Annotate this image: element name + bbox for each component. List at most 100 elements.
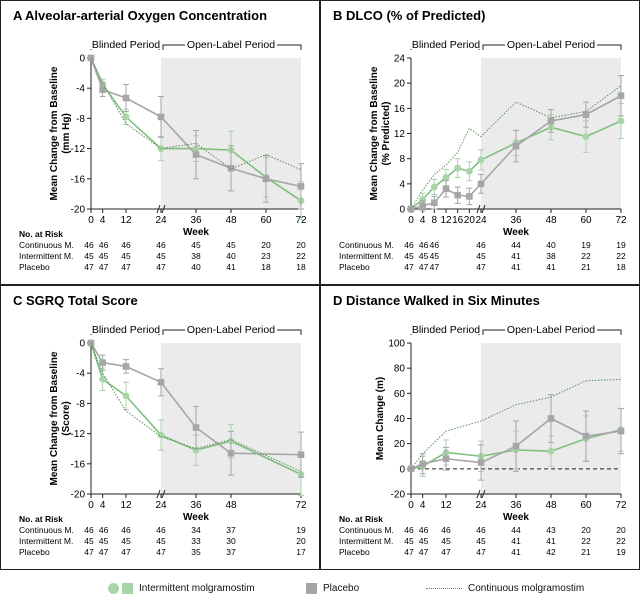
panel-alveolar-arterial: A Alveolar-arterial Oxygen Concentration… <box>0 0 320 285</box>
y-tick-label: 40 <box>394 414 406 425</box>
data-point-placebo <box>442 455 450 463</box>
data-point-placebo <box>297 451 305 459</box>
risk-cell: 46 <box>156 525 166 535</box>
data-point-placebo <box>122 94 130 102</box>
panel-dlco: B DLCO (% of Predicted) Blinded Period Ope… <box>320 0 640 285</box>
risk-cell: 45 <box>99 251 109 261</box>
x-tick-label: 4 <box>420 500 426 511</box>
risk-cell: 47 <box>121 262 131 272</box>
y-tick-label: 20 <box>394 79 406 90</box>
data-point-placebo <box>419 202 426 210</box>
x-tick-label: 4 <box>100 500 106 511</box>
risk-cell: 45 <box>121 251 131 261</box>
x-tick-label: 36 <box>510 500 522 511</box>
y-tick-label: 80 <box>394 364 406 375</box>
data-point-intermittent <box>465 167 473 175</box>
y-tick-label: 24 <box>394 54 406 65</box>
legend-label-continuous: Continuous molgramostim <box>468 583 585 594</box>
x-tick-label: 48 <box>545 215 557 226</box>
legend-placebo-marker <box>306 583 317 594</box>
x-axis-label: Week <box>183 512 209 523</box>
x-tick-label: 48 <box>225 500 237 511</box>
risk-cell: 41 <box>511 547 521 557</box>
axis-break <box>156 204 166 214</box>
risk-row-label: Intermittent M. <box>339 251 393 261</box>
panel-six-minute-walk: D Distance Walked in Six Minutes Blinded … <box>320 285 640 570</box>
risk-cell: 47 <box>84 262 94 272</box>
x-tick-label: 4 <box>100 215 106 226</box>
risk-cell: 47 <box>441 547 451 557</box>
data-point-placebo <box>442 185 450 193</box>
chart-svg: B DLCO (% of Predicted) Blinded Period Ope… <box>333 8 627 272</box>
blinded-period-label: Blinded Period <box>412 39 480 51</box>
axis-break <box>156 489 166 499</box>
risk-cell: 22 <box>581 251 591 261</box>
data-point-placebo <box>547 117 555 125</box>
risk-cell: 46 <box>84 525 94 535</box>
risk-cell: 42 <box>546 547 556 557</box>
risk-cell: 45 <box>404 251 414 261</box>
x-tick-label: 8 <box>432 215 438 226</box>
risk-cell: 33 <box>191 536 201 546</box>
risk-row-label: Intermittent M. <box>339 536 393 546</box>
risk-cell: 41 <box>546 262 556 272</box>
period-label-bg <box>185 37 277 49</box>
y-tick-label: -20 <box>71 205 86 216</box>
y-axis-label-line: Mean Change from Baseline <box>49 351 60 485</box>
data-point-placebo <box>157 378 165 386</box>
data-point-placebo <box>547 415 555 422</box>
period-label-bg <box>90 37 162 49</box>
y-axis-label: Mean Change from Baseline(% Predicted) <box>369 66 392 200</box>
risk-row-label: Continuous M. <box>339 240 394 250</box>
y-axis-label-line: (% Predicted) <box>381 102 392 166</box>
risk-cell: 18 <box>261 262 271 272</box>
y-tick-label: -16 <box>71 459 86 470</box>
data-point-intermittent <box>617 117 625 125</box>
risk-cell: 46 <box>404 240 414 250</box>
risk-cell: 40 <box>226 251 236 261</box>
risk-cell: 45 <box>191 240 201 250</box>
data-point-placebo <box>512 142 520 150</box>
data-point-intermittent <box>122 392 130 400</box>
x-tick-label: 60 <box>580 215 592 226</box>
y-tick-label: 12 <box>394 129 406 140</box>
data-point-placebo <box>407 465 415 473</box>
y-tick-label: 4 <box>399 179 405 190</box>
y-tick-label: 16 <box>394 104 406 115</box>
data-point-placebo <box>157 113 165 121</box>
risk-cell: 21 <box>581 547 591 557</box>
data-point-placebo <box>99 359 106 366</box>
data-point-placebo <box>122 363 130 370</box>
blinded-period-label: Blinded Period <box>412 324 480 336</box>
panel-title: D Distance Walked in Six Minutes <box>333 293 540 308</box>
x-axis-label: Week <box>183 227 209 238</box>
chart-svg: C SGRQ Total Score Blinded Period Open-Lab… <box>13 293 307 557</box>
x-tick-label: 24 <box>475 500 487 511</box>
y-axis-label-line: Mean Change from Baseline <box>49 66 60 200</box>
risk-cell: 40 <box>191 262 201 272</box>
risk-cell: 22 <box>581 536 591 546</box>
risk-cell: 19 <box>616 547 626 557</box>
panel-title: B DLCO (% of Predicted) <box>333 8 485 23</box>
risk-cell: 37 <box>226 525 236 535</box>
risk-cell: 38 <box>546 251 556 261</box>
risk-cell: 45 <box>404 536 414 546</box>
risk-cell: 40 <box>546 240 556 250</box>
risk-cell: 22 <box>616 251 626 261</box>
data-point-intermittent <box>454 164 462 172</box>
risk-cell: 22 <box>296 251 306 261</box>
y-tick-label: -12 <box>71 144 86 155</box>
risk-cell: 47 <box>121 547 131 557</box>
y-tick-label: 0 <box>399 464 405 475</box>
series-line-continuous <box>90 342 302 472</box>
risk-cell: 41 <box>511 536 521 546</box>
legend-circle-marker <box>108 583 119 594</box>
y-tick-label: 8 <box>399 154 405 165</box>
risk-cell: 46 <box>476 240 486 250</box>
x-tick-label: 36 <box>190 500 202 511</box>
data-point-placebo <box>297 183 305 190</box>
risk-row-label: Placebo <box>339 262 370 272</box>
risk-cell: 18 <box>296 262 306 272</box>
risk-cell: 46 <box>156 240 166 250</box>
y-axis-label-line: Mean Change (m) <box>375 377 386 460</box>
